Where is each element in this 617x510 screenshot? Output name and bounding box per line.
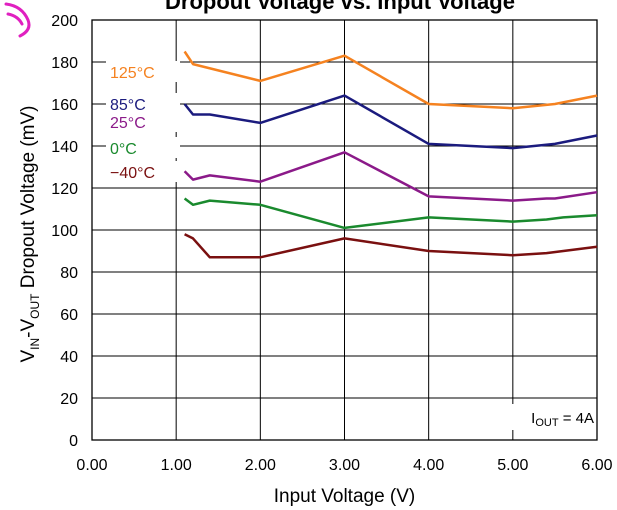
y-tick-label: 40 bbox=[60, 349, 78, 366]
legend: 125°C 85°C25°C 0°C −40°C bbox=[106, 61, 180, 182]
y-tick-label: 0 bbox=[69, 433, 78, 450]
x-axis-label: Input Voltage (V) bbox=[274, 486, 416, 507]
annotation-suffix: = 4A bbox=[559, 410, 594, 427]
annotation-box: IOUT = 4A bbox=[498, 404, 596, 430]
series-group bbox=[183, 50, 598, 259]
plot-frame bbox=[91, 19, 598, 441]
y-axis-label: VIN-VOUT Dropout Voltage (mV) bbox=[18, 105, 42, 362]
x-axis-ticks: 0.00 1.00 2.00 3.00 4.00 5.00 6.00 bbox=[76, 457, 612, 474]
legend-bg-0 bbox=[106, 61, 180, 82]
x-tick-label: 4.00 bbox=[413, 457, 444, 474]
y-tick-label: 20 bbox=[60, 391, 78, 408]
y-axis-ticks: 0 20 40 60 80 100 120 140 160 180 200 bbox=[51, 13, 78, 450]
y-tick-label: 100 bbox=[51, 223, 78, 240]
annotation-sub: OUT bbox=[535, 417, 559, 429]
legend-bg-1 bbox=[106, 93, 180, 114]
y-label-part-3: Dropout Voltage (mV) bbox=[18, 105, 39, 293]
legend-entry-4: −40°C bbox=[110, 165, 155, 182]
legend-bg-2 bbox=[106, 111, 180, 132]
y-tick-label: 200 bbox=[51, 13, 78, 30]
series-line-1 bbox=[183, 94, 598, 150]
legend-entry-1: 85°C bbox=[110, 97, 146, 114]
chart-title: Dropout Voltage vs. Input Voltage bbox=[165, 0, 515, 14]
x-tick-label: 3.00 bbox=[329, 457, 360, 474]
x-tick-label: 5.00 bbox=[497, 457, 528, 474]
brand-mark-icon bbox=[4, 2, 31, 38]
legend-bg-4 bbox=[106, 161, 180, 182]
y-tick-label: 160 bbox=[51, 97, 78, 114]
x-tick-label: 2.00 bbox=[245, 457, 276, 474]
x-tick-label: 6.00 bbox=[581, 457, 612, 474]
y-tick-label: 140 bbox=[51, 139, 78, 156]
y-label-sub-1: IN bbox=[28, 338, 42, 350]
series-line-4 bbox=[184, 233, 598, 259]
series-line-3 bbox=[183, 197, 598, 230]
legend-bg-3 bbox=[106, 137, 180, 158]
y-tick-label: 60 bbox=[60, 307, 78, 324]
y-label-part-1: V bbox=[18, 350, 39, 363]
legend-entry-0: 125°C bbox=[110, 65, 155, 82]
legend-entry-3: 0°C bbox=[110, 141, 137, 158]
annotation-text: IOUT = 4A bbox=[531, 410, 594, 429]
grid bbox=[91, 19, 598, 441]
y-tick-label: 80 bbox=[60, 265, 78, 282]
legend-entry-2: 25°C bbox=[110, 115, 146, 132]
x-tick-label: 1.00 bbox=[161, 457, 192, 474]
series-line-0 bbox=[183, 50, 598, 110]
series-line-2 bbox=[183, 151, 598, 202]
y-label-sub-2: OUT bbox=[28, 293, 42, 319]
y-tick-label: 120 bbox=[51, 181, 78, 198]
y-tick-label: 180 bbox=[51, 55, 78, 72]
annotation-prefix: I bbox=[531, 410, 535, 427]
y-label-part-2: -V bbox=[18, 318, 39, 337]
x-tick-label: 0.00 bbox=[76, 457, 107, 474]
